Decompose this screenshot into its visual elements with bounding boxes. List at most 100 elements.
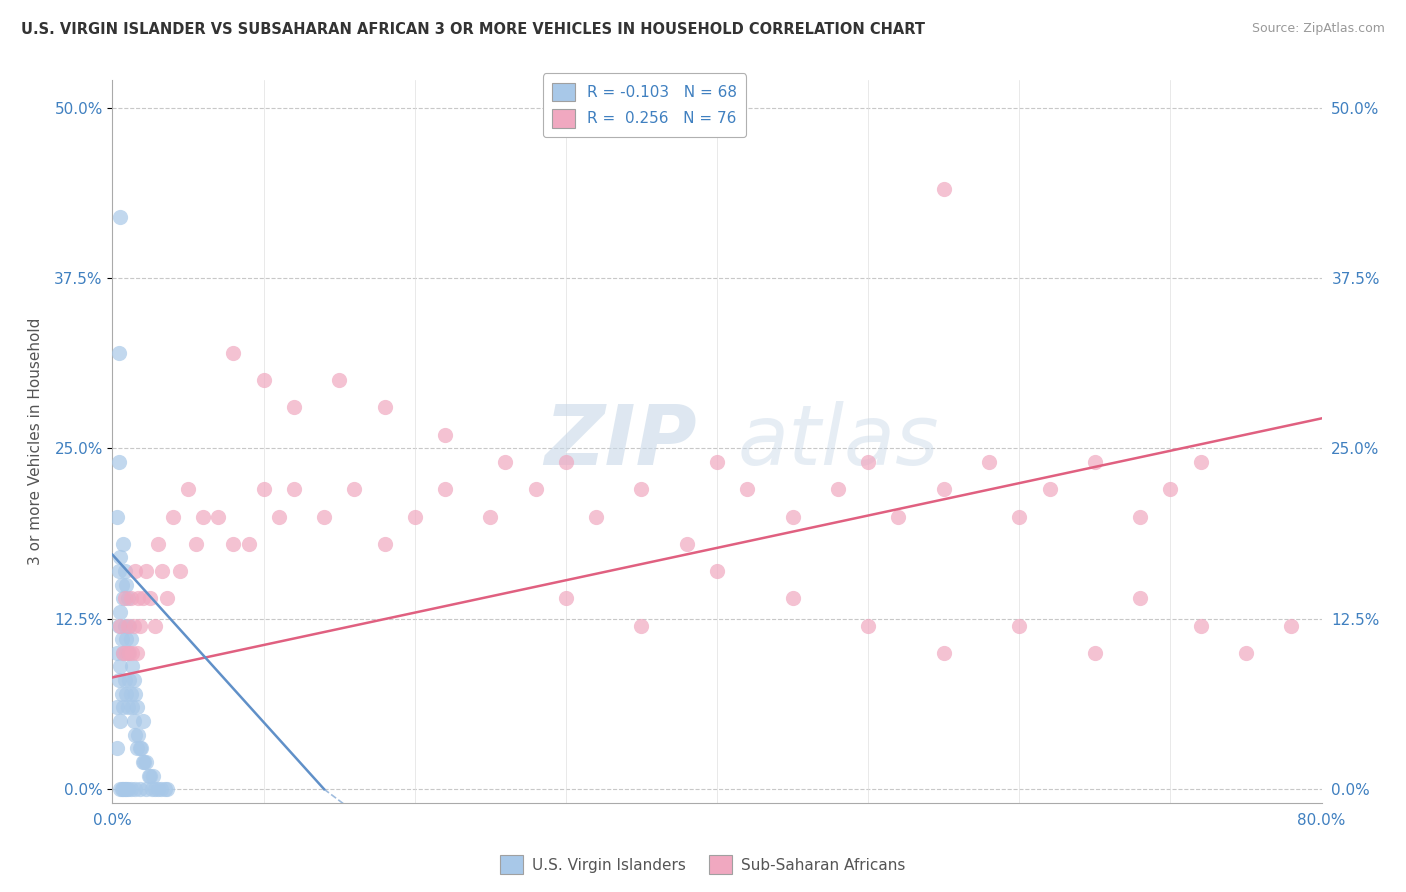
Point: [128, 741, 150, 756]
Legend: U.S. Virgin Islanders, Sub-Saharan Africans: U.S. Virgin Islanders, Sub-Saharan Afric…: [495, 849, 911, 880]
Point: [117, 618, 139, 632]
Point: [124, 782, 146, 797]
Point: [1234, 646, 1257, 660]
Point: [827, 482, 849, 496]
Point: [932, 482, 955, 496]
Point: [706, 455, 728, 469]
Point: [1008, 618, 1031, 632]
Point: [120, 591, 142, 606]
Point: [675, 537, 697, 551]
Point: [110, 632, 132, 647]
Point: [121, 659, 143, 673]
Point: [1279, 618, 1302, 632]
Point: [782, 591, 804, 606]
Point: [107, 673, 129, 687]
Point: [328, 373, 350, 387]
Point: [112, 782, 135, 797]
Point: [150, 564, 173, 578]
Point: [267, 509, 290, 524]
Point: [121, 700, 143, 714]
Point: [105, 700, 128, 714]
Point: [856, 618, 880, 632]
Point: [132, 714, 155, 728]
Point: [143, 618, 166, 632]
Point: [238, 537, 260, 551]
Point: [117, 591, 139, 606]
Point: [127, 591, 149, 606]
Point: [177, 482, 200, 496]
Point: [105, 646, 128, 660]
Point: [122, 673, 145, 687]
Point: [122, 618, 145, 632]
Point: [374, 537, 396, 551]
Point: [191, 509, 214, 524]
Point: [149, 782, 172, 797]
Point: [114, 564, 136, 578]
Text: atlas: atlas: [737, 401, 939, 482]
Point: [139, 768, 162, 782]
Point: [404, 509, 426, 524]
Point: [135, 564, 157, 578]
Point: [932, 646, 955, 660]
Point: [115, 687, 138, 701]
Point: [184, 537, 207, 551]
Point: [138, 768, 160, 782]
Point: [115, 646, 138, 660]
Point: [115, 577, 138, 591]
Point: [125, 741, 148, 756]
Point: [314, 509, 336, 524]
Point: [139, 591, 162, 606]
Point: [112, 646, 135, 660]
Point: [283, 482, 305, 496]
Point: [118, 618, 141, 632]
Point: [554, 455, 576, 469]
Point: [107, 564, 129, 578]
Point: [114, 782, 136, 797]
Point: [128, 782, 150, 797]
Point: [110, 687, 132, 701]
Point: [706, 564, 728, 578]
Point: [1189, 455, 1212, 469]
Point: [143, 782, 166, 797]
Point: [156, 591, 179, 606]
Point: [114, 673, 136, 687]
Point: [105, 741, 128, 756]
Point: [222, 537, 245, 551]
Point: [108, 618, 131, 632]
Point: [977, 455, 1000, 469]
Point: [585, 509, 607, 524]
Point: [108, 210, 131, 224]
Point: [129, 741, 152, 756]
Point: [887, 509, 910, 524]
Point: [253, 373, 276, 387]
Point: [142, 768, 165, 782]
Point: [156, 782, 179, 797]
Point: [630, 482, 652, 496]
Point: [343, 482, 366, 496]
Point: [125, 646, 148, 660]
Point: [117, 700, 139, 714]
Point: [856, 455, 880, 469]
Text: U.S. VIRGIN ISLANDER VS SUBSAHARAN AFRICAN 3 OR MORE VEHICLES IN HOUSEHOLD CORRE: U.S. VIRGIN ISLANDER VS SUBSAHARAN AFRIC…: [21, 22, 925, 37]
Point: [932, 182, 955, 196]
Point: [124, 728, 146, 742]
Point: [1159, 482, 1181, 496]
Point: [110, 577, 132, 591]
Point: [479, 509, 502, 524]
Point: [128, 618, 150, 632]
Point: [120, 782, 142, 797]
Point: [1189, 618, 1212, 632]
Point: [283, 401, 305, 415]
Point: [1084, 455, 1107, 469]
Point: [107, 346, 129, 360]
Point: [155, 782, 177, 797]
Point: [117, 646, 139, 660]
Point: [108, 659, 131, 673]
Point: [125, 700, 148, 714]
Point: [115, 632, 138, 647]
Point: [737, 482, 759, 496]
Point: [115, 782, 138, 797]
Point: [114, 591, 136, 606]
Point: [134, 755, 156, 769]
Point: [207, 509, 229, 524]
